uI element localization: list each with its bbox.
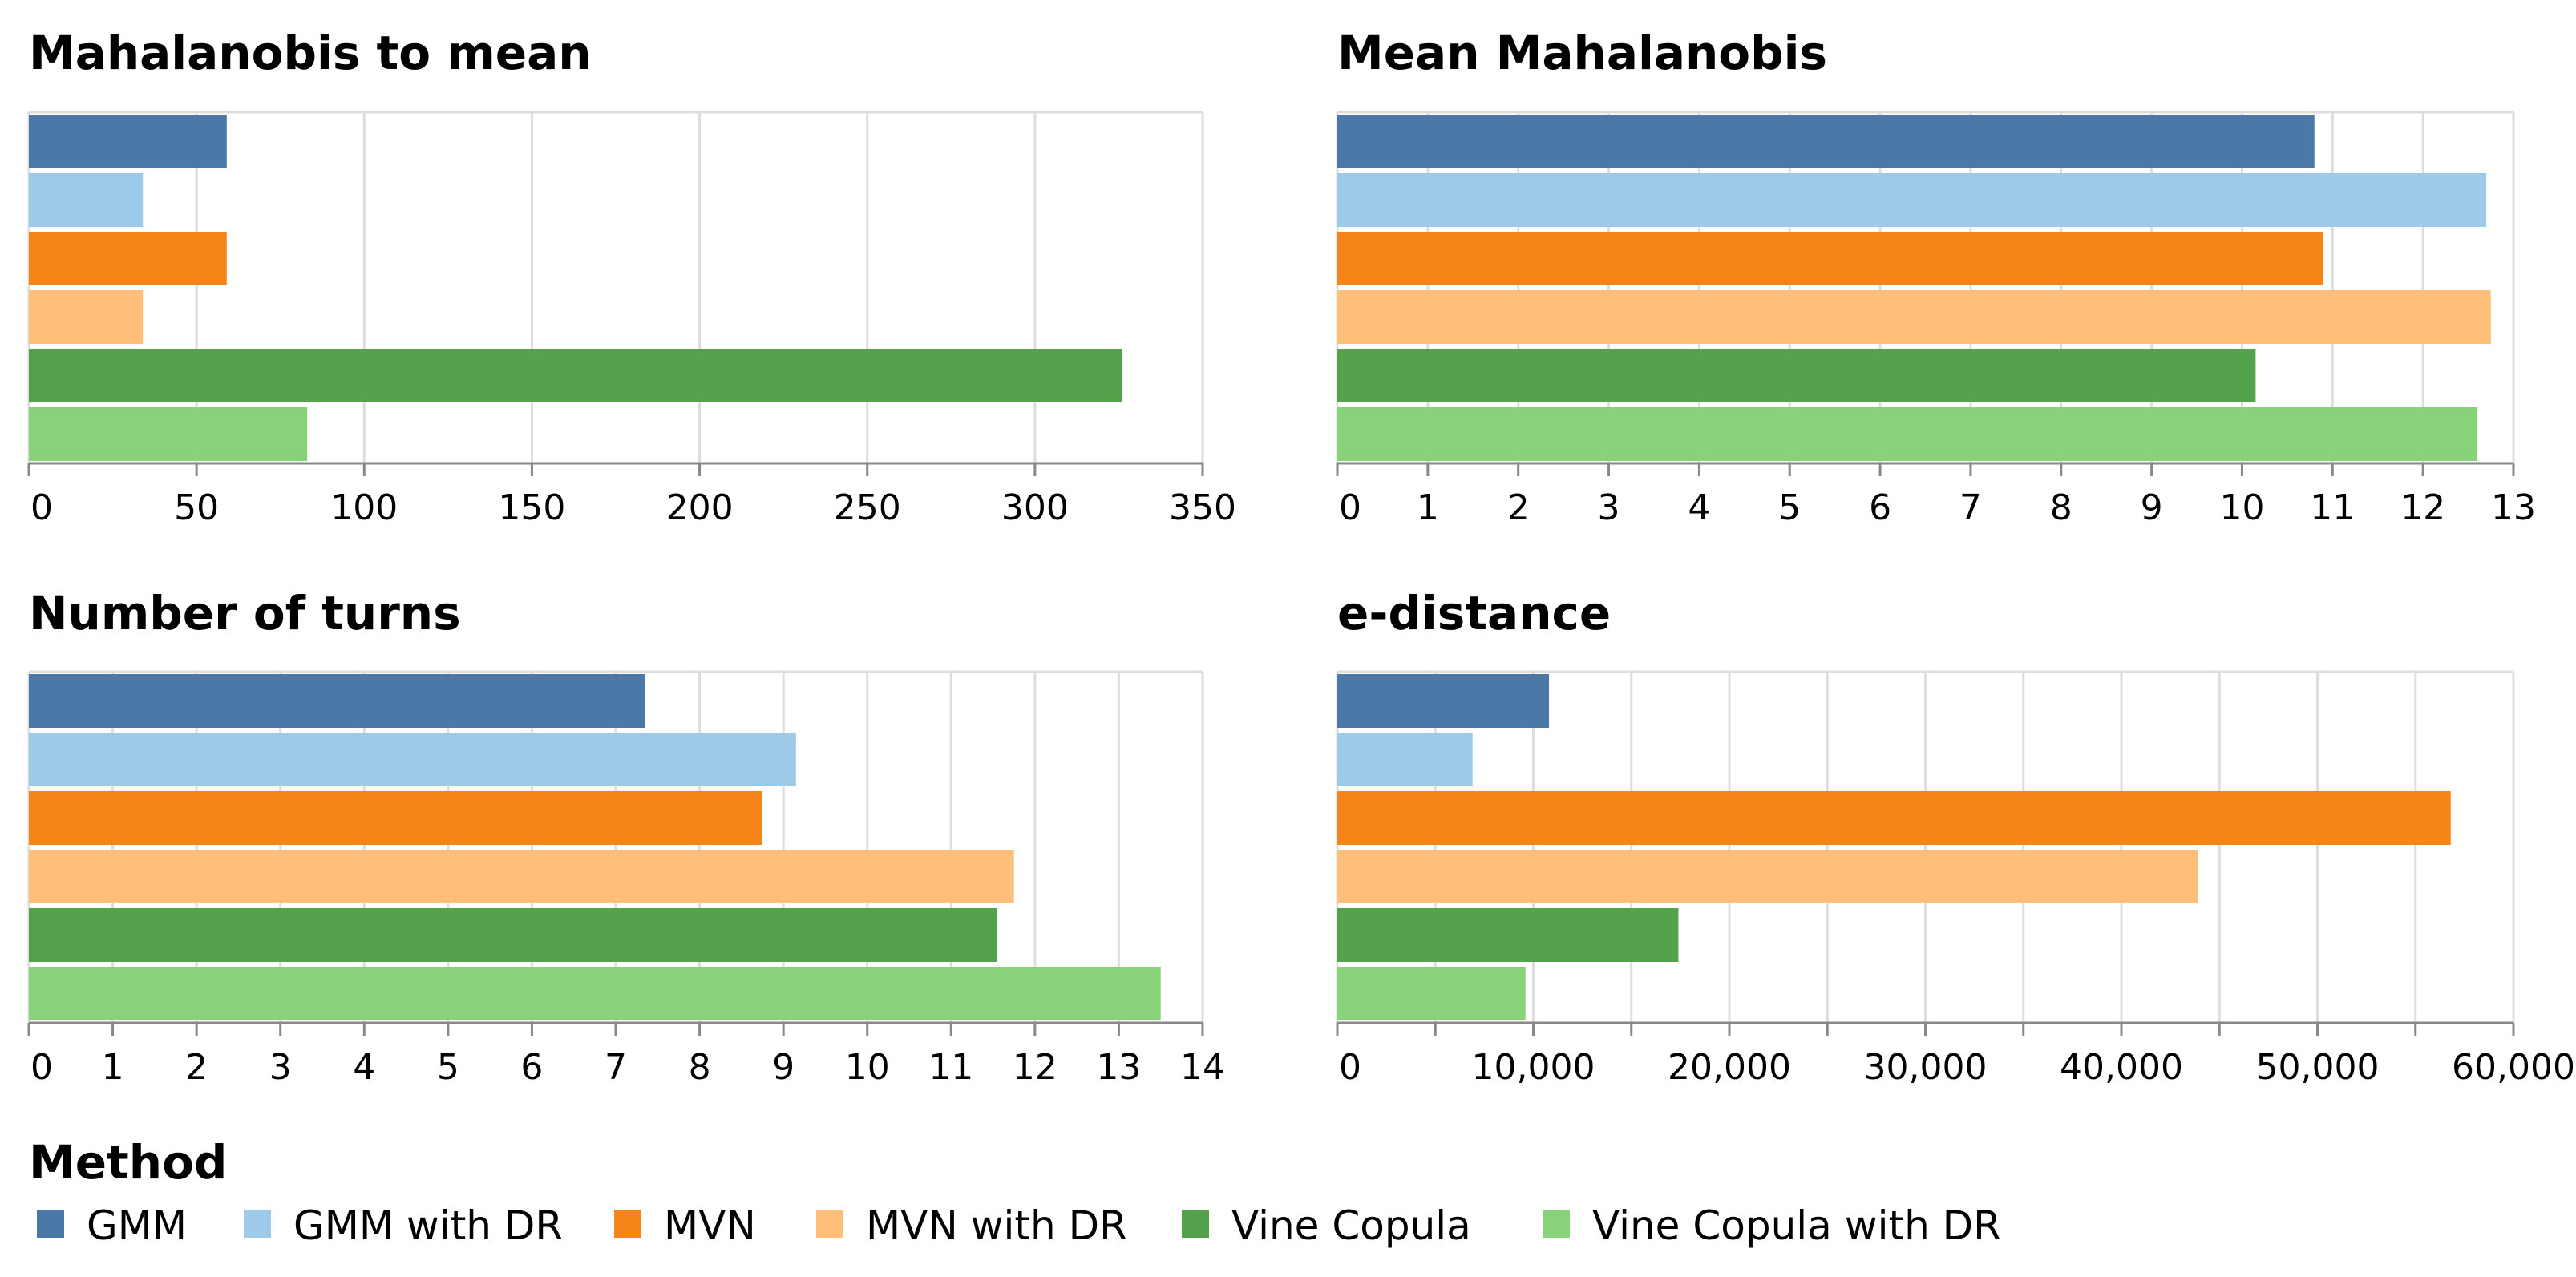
x-tick-label: 350 [1169,487,1236,528]
bar-mvn-with-dr [29,290,144,344]
x-tick-label: 13 [1096,1047,1141,1088]
x-tick-label: 20,000 [1668,1047,1791,1088]
x-tick-label: 9 [2141,487,2163,528]
bar-mvn-with-dr [1337,850,2198,903]
x-tick-label: 250 [834,487,901,528]
legend-item-vine-copula[interactable]: Vine Copula [1182,1202,1471,1249]
x-tick-label: 50 [174,487,219,528]
x-tick-label: 4 [1688,487,1710,528]
bar-gmm [29,115,227,168]
x-tick-label: 12 [1013,1047,1057,1088]
x-tick-label: 10,000 [1472,1047,1595,1088]
panel-title: Number of turns [29,586,461,641]
x-tick-label: 40,000 [2060,1047,2183,1088]
bar-vine-copula [1337,908,1679,962]
x-tick-label: 1 [1417,487,1439,528]
bar-mvn-with-dr [1337,290,2491,344]
legend-item-mvn[interactable]: MVN [614,1202,756,1249]
x-tick-label: 6 [520,1047,543,1088]
bar-gmm [1337,115,2315,168]
legend-item-gmm-with-dr[interactable]: GMM with DR [244,1202,563,1249]
x-tick-label: 10 [845,1047,890,1088]
x-tick-label: 0 [1339,487,1361,528]
legend-swatch [244,1210,271,1238]
x-tick-label: 4 [353,1047,375,1088]
bar-vine-copula [29,908,997,962]
bar-gmm [1337,674,1550,728]
bar-gmm-with-dr [1337,733,1473,786]
panel-e-distance: e-distance 0 10,000 20,000 30,000 40,000 50,00… [1336,586,2575,1088]
x-tick-label: 60,000 [2452,1047,2575,1088]
x-tick-label: 8 [2050,487,2073,528]
bar-vine-copula-with-dr [1337,967,1526,1020]
x-tick-label: 3 [269,1047,292,1088]
panel-title: Mahalanobis to mean [29,26,592,80]
x-tick-label: 30,000 [1864,1047,1988,1088]
x-tick-label: 1 [102,1047,124,1088]
x-tick-label: 11 [928,1047,973,1088]
legend-swatch [1543,1210,1570,1238]
legend-swatch [614,1210,641,1238]
x-tick-label: 14 [1180,1047,1225,1088]
x-tick-label: 11 [2310,487,2355,528]
bar-mvn [1337,791,2451,845]
x-tick-label: 0 [1339,1047,1361,1088]
x-tick-label: 100 [330,487,398,528]
legend-swatch [1182,1210,1209,1238]
x-tick-label: 50,000 [2256,1047,2380,1088]
x-tick-label: 0 [30,487,53,528]
x-tick-label: 12 [2400,487,2445,528]
legend-label: Vine Copula with DR [1592,1202,2001,1249]
bar-mvn [29,791,762,845]
x-tick-label: 6 [1869,487,1891,528]
legend-label: Vine Copula [1231,1202,1471,1249]
x-tick-label: 2 [185,1047,208,1088]
bar-gmm-with-dr [29,733,796,786]
x-tick-label: 200 [666,487,734,528]
bar-mvn-with-dr [29,850,1014,903]
legend-item-gmm[interactable]: GMM [37,1202,187,1249]
x-tick-label: 7 [1959,487,1982,528]
legend-label: MVN [664,1202,756,1249]
panel-mahalanobis-to-mean: Mahalanobis to mean 0 50 100 150 200 250 300 350 [27,26,1236,528]
legend: Method GMM GMM with DR MVN MVN with DR Vine C… [29,1135,2001,1249]
x-tick-label: 5 [437,1047,459,1088]
x-tick-label: 0 [30,1047,53,1088]
legend-swatch [816,1210,843,1238]
bar-vine-copula-with-dr [29,407,308,461]
legend-title: Method [29,1135,227,1190]
x-tick-label: 150 [498,487,565,528]
panel-title: Mean Mahalanobis [1337,26,1827,80]
x-tick-label: 13 [2491,487,2536,528]
bar-gmm-with-dr [1337,173,2487,227]
bar-gmm-with-dr [29,173,144,227]
bar-vine-copula-with-dr [1337,407,2477,461]
x-tick-label: 5 [1778,487,1801,528]
x-tick-label: 9 [772,1047,795,1088]
panel-title: e-distance [1337,586,1611,641]
bar-mvn [29,232,227,285]
legend-label: GMM [87,1202,187,1249]
legend-item-vine-copula-with-dr[interactable]: Vine Copula with DR [1543,1202,2001,1249]
x-tick-label: 10 [2219,487,2264,528]
bar-gmm [29,674,645,728]
legend-item-mvn-with-dr[interactable]: MVN with DR [816,1202,1127,1249]
legend-label: GMM with DR [293,1202,563,1249]
bar-mvn [1337,232,2324,285]
x-tick-label: 7 [605,1047,627,1088]
x-tick-label: 2 [1507,487,1530,528]
bar-vine-copula-with-dr [29,967,1161,1020]
bar-vine-copula [1337,349,2256,402]
x-tick-label: 8 [689,1047,711,1088]
legend-label: MVN with DR [866,1202,1127,1249]
x-tick-label: 3 [1598,487,1620,528]
x-tick-label: 300 [1001,487,1069,528]
bar-vine-copula [29,349,1122,402]
legend-swatch [37,1210,64,1238]
